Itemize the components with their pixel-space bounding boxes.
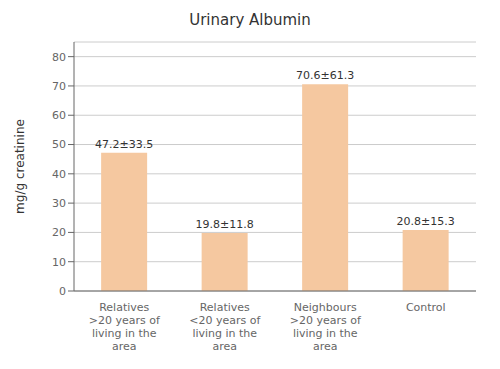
html-text:Urinary Albumin: Urinary Albumin xyxy=(189,11,311,29)
svg-text:19.8±11.8: 19.8±11.8 xyxy=(196,218,254,231)
svg-text:mg/g creatinine: mg/g creatinine xyxy=(13,119,27,214)
svg-text:Neighbours>20 years ofliving i: Neighbours>20 years ofliving in thearea xyxy=(290,301,362,353)
svg-text:30: 30 xyxy=(52,197,66,210)
svg-text:20.8±15.3: 20.8±15.3 xyxy=(397,215,455,228)
svg-text:Relatives<20 years ofliving in: Relatives<20 years ofliving in thearea xyxy=(189,301,261,353)
svg-text:20: 20 xyxy=(52,226,66,239)
svg-text:10: 10 xyxy=(52,256,66,269)
svg-text:50: 50 xyxy=(52,138,66,151)
svg-text:Control: Control xyxy=(406,301,446,314)
svg-text:0: 0 xyxy=(59,285,66,298)
svg-text:40: 40 xyxy=(52,168,66,181)
svg-text:60: 60 xyxy=(52,109,66,122)
svg-text:80: 80 xyxy=(52,51,66,64)
svg-text:70: 70 xyxy=(52,80,66,93)
svg-text:Relatives>20 years ofliving in: Relatives>20 years ofliving in thearea xyxy=(89,301,161,353)
svg-text:70.6±61.3: 70.6±61.3 xyxy=(296,69,354,82)
svg-text:47.2±33.5: 47.2±33.5 xyxy=(95,138,153,151)
